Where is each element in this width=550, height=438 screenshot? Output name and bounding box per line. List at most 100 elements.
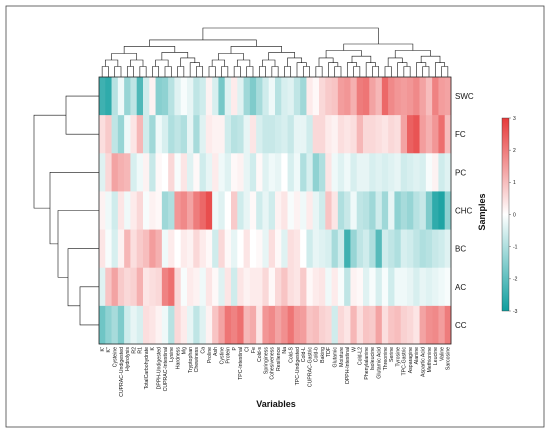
heatmap-cells: [99, 77, 452, 345]
column-label: Cold-b: [314, 347, 320, 362]
heatmap-cell: [413, 153, 420, 192]
heatmap-cell: [419, 305, 427, 345]
heatmap-cell: [388, 153, 395, 192]
heatmap-cell: [130, 191, 138, 230]
heatmap-cell: [287, 77, 295, 116]
heatmap-cell: [337, 229, 345, 269]
column-label: P: [232, 346, 238, 350]
heatmap-cell: [143, 305, 150, 345]
heatmap-cell: [344, 229, 351, 269]
column-label: DPPH-Undigested: [157, 347, 163, 389]
heatmap-cell: [438, 229, 446, 269]
heatmap-cell: [136, 153, 144, 192]
heatmap-cell: [136, 229, 144, 269]
heatmap-cell: [205, 153, 213, 192]
heatmap-cell: [325, 115, 332, 154]
heatmap-cell: [275, 153, 282, 192]
heatmap-cell: [325, 153, 332, 192]
row-label: CHC: [455, 207, 473, 216]
heatmap-cell: [325, 305, 332, 345]
heatmap-cell: [149, 229, 156, 269]
column-labels: K' K'' Cysteine CUPRAC-Undigested Hydrolysis…: [100, 346, 452, 396]
colorbar-tick-label: -1: [513, 244, 518, 250]
heatmap-cell: [155, 191, 163, 230]
heatmap-cell: [187, 77, 194, 116]
heatmap-cell: [281, 191, 288, 230]
heatmap-cell: [268, 305, 276, 345]
column-label: TPC-Intestinal: [238, 347, 244, 380]
colorbar-tick-label: 3: [513, 116, 516, 122]
heatmap-cell: [344, 115, 351, 154]
heatmap-cell: [99, 153, 106, 192]
heatmap-cell: [432, 115, 439, 154]
heatmap-cell: [218, 115, 226, 154]
colorbar-tick-label: -2: [513, 277, 518, 283]
heatmap-cell: [306, 305, 314, 345]
column-label: Cold-s: [257, 347, 263, 362]
heatmap-cell: [130, 267, 138, 307]
heatmap-cell: [369, 191, 376, 230]
heatmap-cell: [218, 229, 226, 269]
heatmap-cell: [124, 267, 131, 307]
heatmap-cell: [205, 305, 213, 345]
heatmap-cell: [212, 267, 219, 307]
column-label: Cysteine: [113, 347, 119, 367]
heatmap-cell: [394, 267, 402, 307]
column-label: Hydrolysis: [125, 347, 131, 371]
heatmap-cell: [444, 305, 452, 345]
heatmap-cell: [224, 229, 232, 269]
heatmap-cell: [231, 115, 238, 154]
heatmap-cell: [287, 229, 295, 269]
heatmap-cell: [149, 115, 156, 154]
row-label: FC: [455, 130, 466, 139]
colorbar: [501, 117, 510, 312]
heatmap-cell: [425, 305, 433, 345]
heatmap-cell: [344, 267, 351, 307]
heatmap-cell: [287, 153, 295, 192]
heatmap-cell: [180, 77, 188, 116]
heatmap-cell: [212, 153, 219, 192]
column-label: Tyrosine: [395, 347, 401, 367]
heatmap-cell: [187, 115, 194, 154]
heatmap-cell: [425, 153, 433, 192]
heatmap-cell: [407, 153, 414, 192]
heatmap-cell: [168, 305, 175, 345]
heatmap-cell: [212, 305, 219, 345]
heatmap-cell: [243, 115, 251, 154]
heatmap-cell: [262, 115, 270, 154]
column-label: Leucine: [433, 347, 439, 365]
heatmap-cell: [381, 191, 389, 230]
column-label: Chewiness: [194, 347, 200, 373]
heatmap-cell: [136, 77, 144, 116]
heatmap-cell: [275, 191, 282, 230]
column-label: K': [100, 347, 106, 351]
column-label: CUPRAC-Gastric: [307, 347, 313, 387]
heatmap-cell: [249, 305, 257, 345]
heatmap-cell: [375, 77, 383, 116]
heatmap-cell: [293, 267, 301, 307]
heatmap-cell: [331, 153, 339, 192]
heatmap-cell: [99, 229, 106, 269]
heatmap-cell: [136, 305, 144, 345]
heatmap-cell: [337, 77, 345, 116]
heatmap-cell: [369, 153, 376, 192]
heatmap-cell: [187, 153, 194, 192]
heatmap-cell: [331, 191, 339, 230]
heatmap-cell: [369, 305, 376, 345]
heatmap-cell: [224, 115, 232, 154]
heatmap-cell: [161, 229, 169, 269]
column-label: R2: [131, 347, 137, 354]
column-label: Cold-S: [289, 346, 295, 362]
heatmap-cell: [394, 191, 402, 230]
column-label: Aspartic Acid: [421, 347, 427, 377]
heatmap-cell: [419, 153, 427, 192]
heatmap-cell: [375, 305, 383, 345]
heatmap-cell: [193, 305, 200, 345]
heatmap-cell: [293, 229, 301, 269]
heatmap-cell: [369, 77, 376, 116]
heatmap-cell: [193, 77, 200, 116]
heatmap-cell: [143, 153, 150, 192]
column-label: TDF: [326, 347, 332, 357]
heatmap-cell: [350, 153, 358, 192]
heatmap-cell: [111, 115, 119, 154]
